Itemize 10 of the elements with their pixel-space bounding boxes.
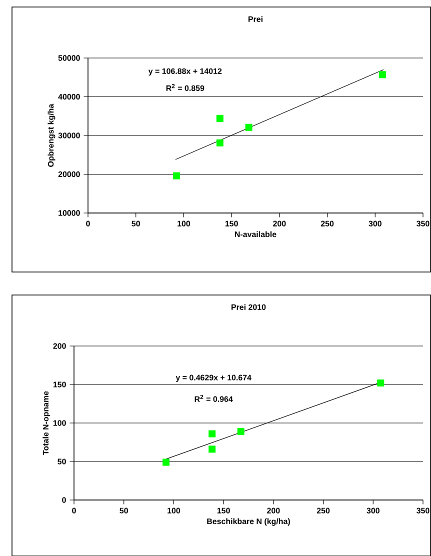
point — [216, 114, 224, 122]
point — [173, 172, 180, 180]
point — [237, 428, 244, 435]
point — [379, 71, 386, 78]
point — [216, 139, 224, 146]
point — [208, 446, 216, 453]
point — [208, 430, 216, 438]
point — [162, 458, 170, 466]
point — [245, 124, 252, 131]
point — [377, 379, 384, 386]
